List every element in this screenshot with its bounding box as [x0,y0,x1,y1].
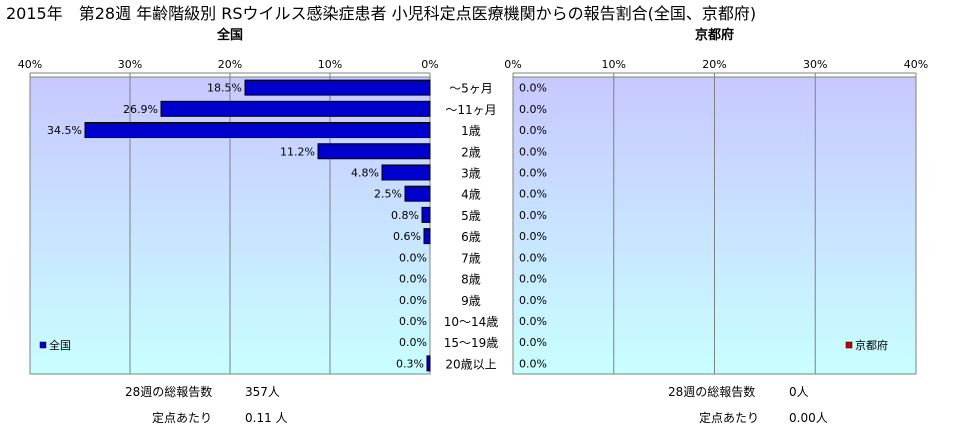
left-legend-swatch [39,341,47,349]
right-report-value: 0人 [789,385,809,399]
category-label: 10～14歳 [444,315,499,329]
left-data-label: 0.0% [399,294,427,307]
left-data-label: 26.9% [123,103,158,116]
chart-title: 2015年 第28週 年齢階級別 RSウイルス感染症患者 小児科定点医療機関から… [6,4,757,23]
right-data-label: 0.0% [519,103,547,116]
right-data-label: 0.0% [519,145,547,158]
right-tick-label: 30% [803,58,827,71]
category-label: 3歳 [461,166,481,180]
right-per-value: 0.00人 [789,411,828,425]
left-tick-label: 40% [18,58,42,71]
left-data-label: 18.5% [207,82,242,95]
right-data-label: 0.0% [519,166,547,179]
right-tick-label: 20% [702,58,726,71]
right-legend-label: 京都府 [855,338,888,352]
category-label: 8歳 [461,273,481,287]
right-tick-label: 10% [602,58,626,71]
left-report-value: 357人 [245,385,280,399]
left-bar [381,164,431,181]
left-per-value: 0.11 人 [245,411,288,425]
right-data-label: 0.0% [519,82,547,95]
left-data-label: 2.5% [374,188,402,201]
right-data-label: 0.0% [519,188,547,201]
left-legend-label: 全国 [49,338,71,352]
category-label: 7歳 [461,251,481,265]
left-data-label: 0.0% [399,336,427,349]
category-label: ～11ヶ月 [445,103,496,117]
category-label: 4歳 [461,188,481,202]
left-data-label: 0.8% [391,209,419,222]
left-data-label: 34.5% [47,124,82,137]
left-bar [404,185,431,202]
category-label: 5歳 [461,209,481,223]
category-label: ～5ヶ月 [449,82,493,96]
left-data-label: 0.0% [399,251,427,264]
left-bar [423,228,431,245]
right-legend-swatch [845,341,853,349]
category-label: 2歳 [461,145,481,159]
category-label: 1歳 [461,124,481,138]
right-tick-label: 40% [904,58,928,71]
right-report-label: 28週の総報告数 [668,385,756,399]
left-bar [84,122,431,139]
left-bar [421,206,431,223]
right-data-label: 0.0% [519,209,547,222]
left-tick-label: 0% [421,58,438,71]
left-tick-label: 10% [318,58,342,71]
right-panel-title: 京都府 [694,28,734,43]
left-bar [160,100,431,117]
right-data-label: 0.0% [519,294,547,307]
category-label: 20歳以上 [445,357,496,371]
right-data-label: 0.0% [519,273,547,286]
right-per-label: 定点あたり [699,411,760,425]
right-data-label: 0.0% [519,315,547,328]
left-data-label: 0.0% [399,315,427,328]
left-data-label: 0.0% [399,273,427,286]
right-data-label: 0.0% [519,357,547,370]
left-bar [426,355,431,372]
left-bar [244,79,431,96]
left-tick-label: 20% [218,58,242,71]
left-panel-title: 全国 [216,28,243,43]
left-bar [317,143,431,160]
left-data-label: 4.8% [351,166,379,179]
right-data-label: 0.0% [519,251,547,264]
category-label: 15～19歳 [444,336,499,350]
category-label: 6歳 [461,230,481,244]
left-data-label: 0.3% [396,357,424,370]
right-data-label: 0.0% [519,230,547,243]
left-per-label: 定点あたり [152,411,213,425]
left-data-label: 11.2% [280,145,315,158]
category-label: 9歳 [461,294,481,308]
left-tick-label: 30% [118,58,142,71]
left-report-label: 28週の総報告数 [125,385,213,399]
right-tick-label: 0% [504,58,521,71]
right-data-label: 0.0% [519,124,547,137]
left-data-label: 0.6% [393,230,421,243]
right-data-label: 0.0% [519,336,547,349]
